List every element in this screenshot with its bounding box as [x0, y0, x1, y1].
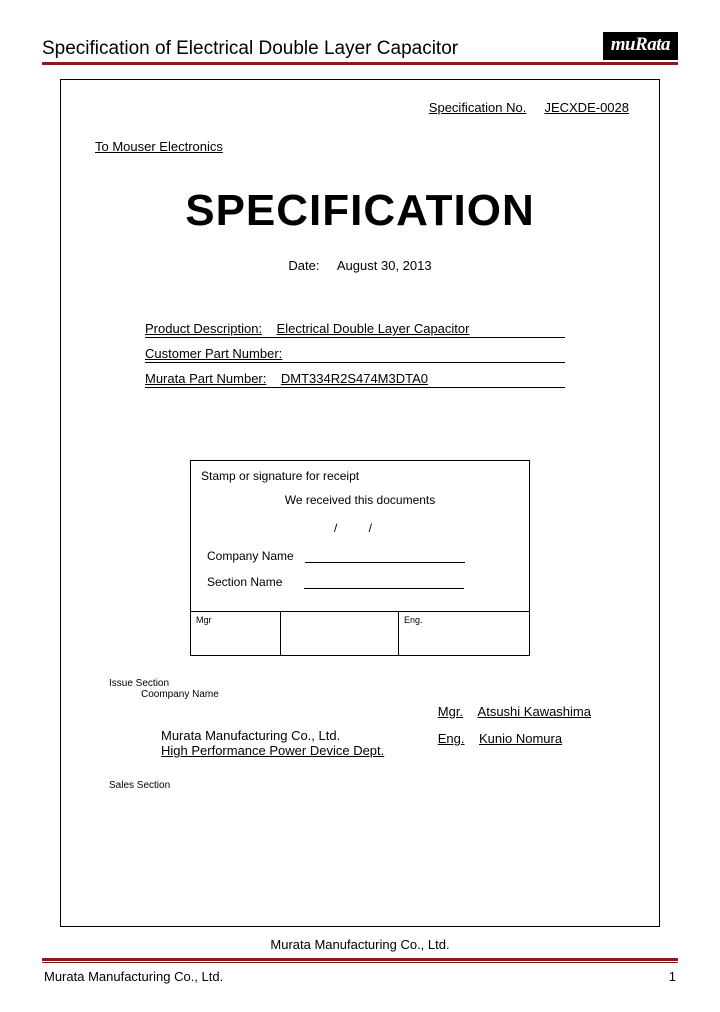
footer-company-center: Murata Manufacturing Co., Ltd. — [42, 937, 678, 952]
page-number: 1 — [669, 969, 676, 984]
page-footer: Murata Manufacturing Co., Ltd. 1 — [42, 967, 678, 984]
page: Specification of Electrical Double Layer… — [0, 0, 720, 1004]
date-value: August 30, 2013 — [337, 258, 432, 273]
issue-section-label: Issue Section — [109, 678, 629, 689]
issue-mgr-label: Mgr. — [438, 704, 463, 719]
field-block: Product Description: Electrical Double L… — [145, 321, 611, 388]
issue-mgr-row: Mgr. Atsushi Kawashima — [438, 704, 619, 719]
date-line: Date: August 30, 2013 — [91, 258, 629, 273]
issue-section: Issue Section Coompany Name Murata Manuf… — [109, 678, 629, 758]
receipt-top: Stamp or signature for receipt We receiv… — [191, 461, 529, 611]
receipt-box: Stamp or signature for receipt We receiv… — [190, 460, 530, 656]
receipt-date-slashes: / / — [201, 521, 519, 535]
murata-part-label: Murata Part Number: — [145, 371, 266, 386]
header-rule — [42, 62, 678, 65]
receipt-company-label: Company Name — [207, 549, 294, 563]
spec-number-row: Specification No. JECXDE-0028 — [91, 100, 629, 115]
issue-mgr-name: Atsushi Kawashima — [478, 704, 618, 719]
issue-company-name-label: Coompany Name — [141, 689, 629, 700]
issue-left: Murata Manufacturing Co., Ltd. High Perf… — [161, 728, 384, 758]
issue-eng-row: Eng. Kunio Nomura — [438, 731, 619, 746]
bottom-rules — [42, 958, 678, 963]
issue-eng-label: Eng. — [438, 731, 465, 746]
spec-number-label: Specification No. — [429, 100, 527, 115]
content-frame: Specification No. JECXDE-0028 To Mouser … — [60, 79, 660, 927]
product-description-label: Product Description: — [145, 321, 262, 336]
receipt-company-line — [305, 562, 465, 563]
specification-title: SPECIFICATION — [91, 186, 629, 236]
sales-section-label: Sales Section — [109, 780, 629, 791]
footer-rule-thin — [42, 962, 678, 963]
murata-part-value: DMT334R2S474M3DTA0 — [281, 371, 428, 386]
customer-part-row: Customer Part Number: — [145, 346, 565, 363]
header-row: Specification of Electrical Double Layer… — [42, 32, 678, 60]
receipt-title: Stamp or signature for receipt — [201, 469, 519, 483]
product-description-value: Electrical Double Layer Capacitor — [277, 321, 470, 336]
issue-company-1: Murata Manufacturing Co., Ltd. — [161, 728, 384, 743]
receipt-section-label: Section Name — [207, 575, 282, 589]
issue-flex: Murata Manufacturing Co., Ltd. High Perf… — [109, 704, 629, 758]
receipt-section-row: Section Name — [207, 575, 519, 589]
receipt-signature-row: Mgr Eng. — [191, 611, 529, 655]
murata-part-row: Murata Part Number: DMT334R2S474M3DTA0 — [145, 371, 565, 388]
issue-right: Mgr. Atsushi Kawashima Eng. Kunio Nomura — [438, 704, 619, 758]
customer-part-label: Customer Part Number: — [145, 346, 282, 361]
receipt-mid-cell — [281, 612, 399, 655]
date-label: Date: — [288, 258, 319, 273]
receipt-subtitle: We received this documents — [201, 493, 519, 507]
issue-eng-name: Kunio Nomura — [479, 731, 619, 746]
document-title: Specification of Electrical Double Layer… — [42, 38, 458, 60]
receipt-company-row: Company Name — [207, 549, 519, 563]
spec-number-value: JECXDE-0028 — [544, 100, 629, 115]
receipt-section-line — [304, 588, 464, 589]
product-description-row: Product Description: Electrical Double L… — [145, 321, 565, 338]
footer-company-left: Murata Manufacturing Co., Ltd. — [44, 969, 223, 984]
to-line: To Mouser Electronics — [95, 139, 629, 154]
receipt-eng-cell: Eng. — [399, 612, 529, 655]
murata-logo: muRata — [603, 32, 678, 60]
receipt-mgr-cell: Mgr — [191, 612, 281, 655]
issue-company-2: High Performance Power Device Dept. — [161, 743, 384, 758]
